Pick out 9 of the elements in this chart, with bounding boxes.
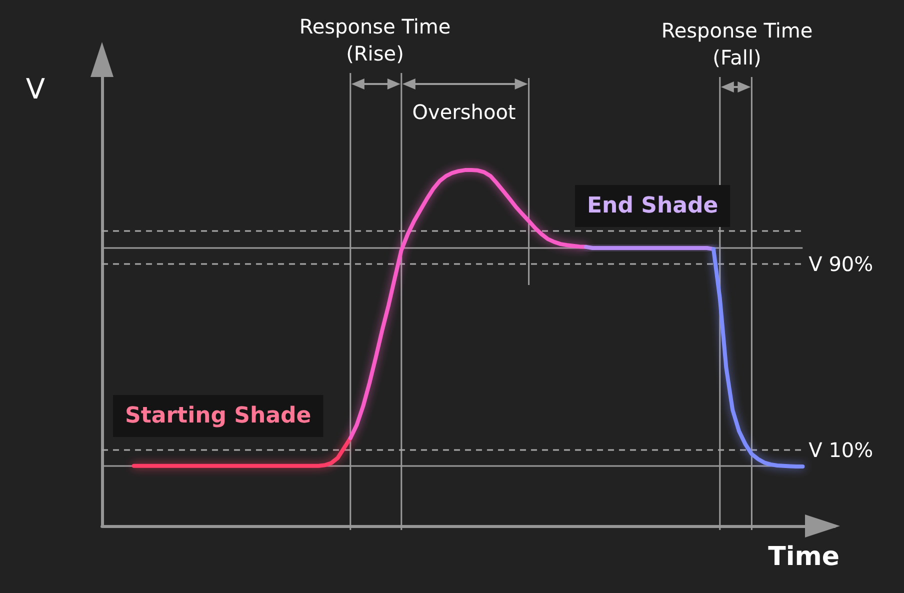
text: Overshoot	[412, 100, 516, 124]
y-axis-title: V	[26, 72, 45, 106]
text: Response Time (Fall)	[661, 18, 813, 70]
ref-line-label: V 10%	[808, 438, 874, 462]
ref-line-label: V 90%	[808, 252, 874, 276]
annotation: Starting Shade	[125, 404, 312, 428]
annotation: End Shade	[587, 194, 718, 218]
x-axis-title: Time	[768, 542, 840, 572]
text: Response Time (Rise)	[299, 14, 451, 66]
